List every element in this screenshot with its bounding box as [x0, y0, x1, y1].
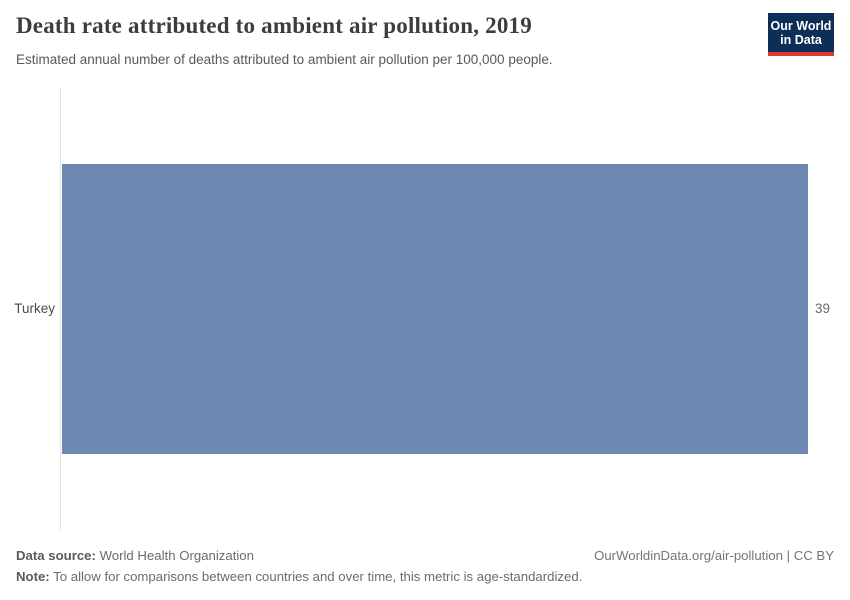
plot-area: Turkey 39 — [0, 88, 850, 530]
owid-link[interactable]: OurWorldinData.org/air-pollution | CC BY — [594, 548, 834, 563]
bar-entity-label: Turkey — [14, 301, 55, 316]
data-source-value: World Health Organization — [99, 548, 254, 563]
note-label: Note: — [16, 569, 50, 584]
owid-logo[interactable]: Our World in Data — [768, 13, 834, 56]
bar-value-label: 39 — [815, 301, 831, 316]
footer-data-source: Data source: World Health Organization — [16, 548, 254, 563]
owid-logo-line2: in Data — [780, 33, 822, 47]
page-title: Death rate attributed to ambient air pol… — [16, 13, 532, 38]
bar-turkey[interactable] — [62, 164, 808, 454]
footer-note: Note: To allow for comparisons between c… — [16, 569, 582, 584]
y-axis-line — [60, 88, 61, 530]
note-value: To allow for comparisons between countri… — [53, 569, 583, 584]
owid-logo-line1: Our World — [770, 19, 832, 33]
chart-subtitle: Estimated annual number of deaths attrib… — [16, 52, 553, 67]
data-source-label: Data source: — [16, 548, 96, 563]
